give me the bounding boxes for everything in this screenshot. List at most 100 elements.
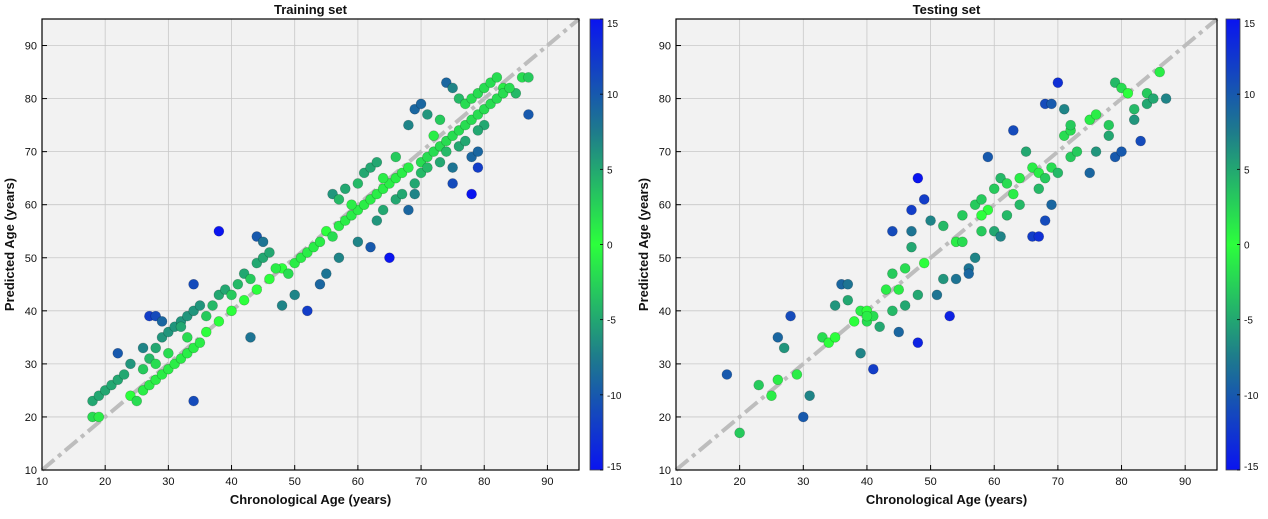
y-tick-label: 10: [659, 465, 671, 477]
data-point: [415, 98, 427, 110]
data-point: [721, 369, 733, 380]
training-set-panel: 10 20 30 40 50 60 70 80 90102030405060708090Trai…: [2, 2, 622, 507]
data-point: [791, 369, 803, 380]
data-point: [466, 188, 477, 200]
data-point: [1039, 172, 1051, 184]
data-point: [213, 316, 225, 327]
data-point: [957, 236, 968, 248]
data-point: [1046, 199, 1057, 211]
x-axis-label: Chronological Age (years): [866, 492, 1027, 507]
data-point: [396, 188, 408, 200]
data-point: [887, 268, 898, 279]
data-point: [1084, 167, 1096, 179]
y-tick-label: 60: [659, 200, 671, 212]
data-point: [1039, 215, 1051, 226]
data-point: [491, 72, 503, 83]
data-point: [912, 289, 924, 301]
data-point: [785, 310, 796, 322]
data-point: [403, 204, 414, 216]
y-axis-label: Predicted Age (years): [2, 178, 17, 311]
data-point: [1103, 119, 1115, 131]
data-point: [1154, 66, 1166, 78]
data-point: [377, 172, 389, 184]
data-point: [447, 162, 458, 173]
data-point: [200, 310, 212, 322]
y-tick-label: 80: [25, 94, 37, 106]
colorbar-tick-label: 0: [607, 241, 613, 252]
data-point: [829, 332, 841, 343]
data-point: [472, 146, 484, 157]
data-point: [772, 374, 784, 386]
data-point: [842, 294, 854, 306]
data-point: [472, 125, 484, 136]
data-point: [131, 395, 143, 407]
colorbar-tick-label: -10: [607, 391, 622, 402]
data-point: [302, 305, 313, 317]
x-tick-label: 90: [1179, 476, 1191, 488]
data-point: [963, 268, 975, 279]
data-point: [1148, 93, 1159, 104]
y-tick-label: 20: [659, 412, 671, 424]
data-point: [778, 342, 790, 354]
data-point: [1122, 87, 1134, 99]
identity-line: [40, 17, 581, 472]
data-point: [995, 231, 1006, 242]
data-point: [365, 241, 376, 253]
data-point: [333, 252, 345, 264]
data-point: [1046, 98, 1057, 110]
colorbar-tick-label: -10: [1244, 391, 1259, 402]
data-point: [925, 215, 936, 226]
data-point: [112, 347, 124, 359]
data-point: [264, 247, 275, 258]
x-tick-label: 90: [541, 476, 553, 488]
data-point: [409, 178, 421, 189]
y-tick-label: 40: [659, 306, 671, 318]
data-point: [976, 194, 987, 205]
data-point: [422, 162, 433, 173]
y-tick-label: 80: [659, 94, 671, 106]
data-point: [447, 82, 458, 94]
data-point: [912, 172, 924, 184]
data-point: [422, 109, 433, 120]
data-point: [352, 178, 364, 189]
y-tick-label: 50: [659, 253, 671, 265]
colorbar-tick-label: -15: [607, 462, 622, 473]
x-tick-label: 60: [988, 476, 1000, 488]
data-point: [137, 342, 149, 354]
data-point: [1071, 146, 1083, 157]
data-point: [434, 156, 446, 168]
data-point: [523, 72, 534, 83]
data-point: [912, 337, 924, 348]
y-tick-label: 50: [25, 253, 37, 265]
colorbar-tick-label: 0: [1244, 241, 1250, 252]
data-point: [969, 252, 981, 264]
data-point: [327, 231, 338, 242]
data-point: [226, 305, 237, 317]
x-tick-label: 20: [734, 476, 746, 488]
data-point: [150, 342, 162, 354]
data-point: [289, 289, 301, 301]
colorbar-tick-label: -15: [1244, 462, 1259, 473]
data-point: [1058, 103, 1070, 115]
x-tick-label: 50: [289, 476, 301, 488]
data-point: [125, 358, 136, 370]
y-tick-label: 20: [25, 412, 37, 424]
x-tick-label: 70: [415, 476, 427, 488]
x-tick-label: 40: [225, 476, 237, 488]
data-point: [1135, 135, 1146, 147]
data-point: [976, 210, 987, 221]
data-point: [868, 363, 879, 375]
data-point: [1128, 114, 1140, 126]
x-tick-label: 80: [478, 476, 490, 488]
data-point: [188, 278, 199, 290]
colorbar-tick-label: 5: [1244, 165, 1250, 176]
data-point: [523, 109, 534, 120]
data-point: [377, 204, 389, 216]
data-point: [861, 310, 873, 322]
y-tick-label: 10: [25, 465, 37, 477]
data-point: [245, 332, 256, 343]
data-point: [874, 321, 885, 333]
data-point: [1090, 109, 1102, 120]
data-point: [899, 263, 911, 274]
